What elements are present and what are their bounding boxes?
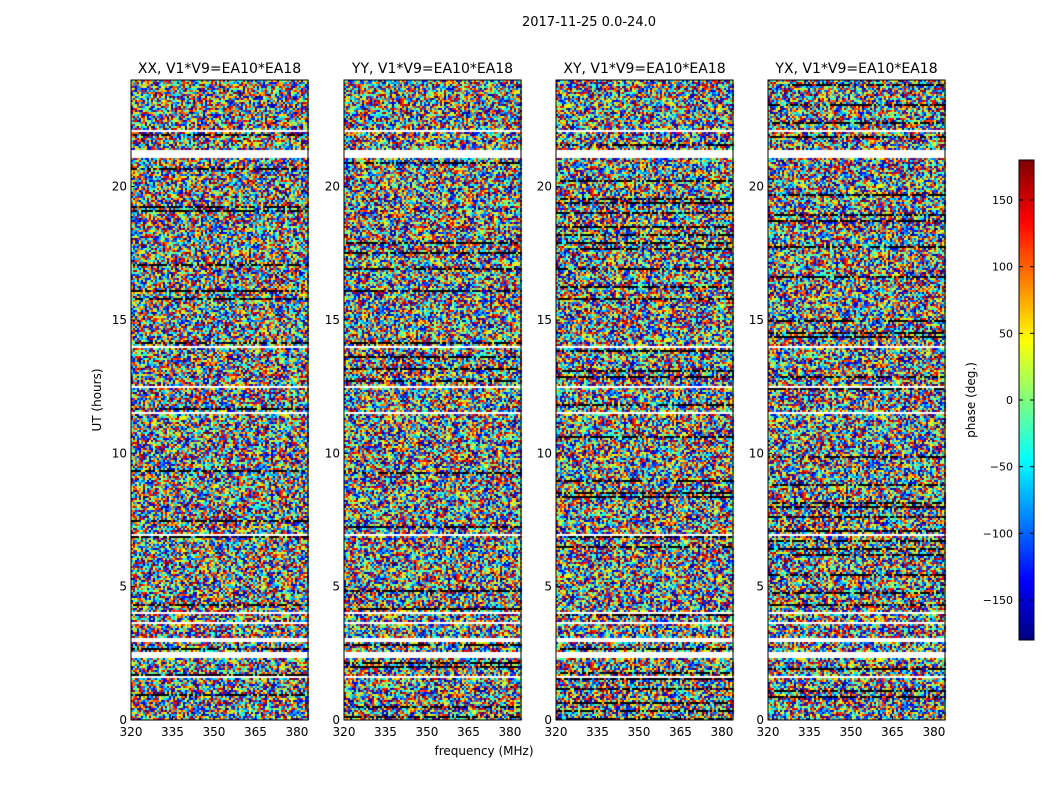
panel-title: XY, V1*V9=EA10*EA18 [563,61,725,77]
x-tick-label: 380 [498,725,521,739]
x-tick-label: 380 [922,725,945,739]
x-tick-label: 365 [244,725,267,739]
panel-frame [767,79,946,721]
panel-frame [343,79,522,721]
colorbar-tick-label: 0 [1006,394,1013,407]
y-tick-label: 5 [332,580,340,594]
y-tick-label: 0 [756,713,764,727]
colorbar-tick-label: −150 [983,594,1013,607]
y-tick-label: 20 [325,180,340,194]
panel-title: XX, V1*V9=EA10*EA18 [138,61,301,77]
y-tick-label: 10 [537,446,552,460]
panel-frame [555,79,734,721]
x-tick-label: 365 [669,725,692,739]
x-tick-label: 380 [710,725,733,739]
y-tick-label: 10 [749,446,764,460]
colorbar-tick-label: 150 [992,194,1013,207]
x-tick-label: 335 [161,725,184,739]
x-tick-label: 335 [586,725,609,739]
y-tick-label: 5 [544,580,552,594]
x-tick-label: 350 [203,725,226,739]
colorbar-tick-label: −100 [983,527,1013,540]
colorbar-tick-label: 100 [992,261,1013,274]
panel-title: YX, V1*V9=EA10*EA18 [774,61,937,77]
figure-suptitle: 2017-11-25 0.0-24.0 [522,15,656,30]
x-tick-label: 320 [333,725,356,739]
y-tick-label: 15 [749,313,764,327]
y-tick-label: 10 [112,446,127,460]
y-tick-label: 0 [544,713,552,727]
x-tick-label: 320 [545,725,568,739]
panel-title: YY, V1*V9=EA10*EA18 [351,61,513,77]
x-tick-label: 335 [798,725,821,739]
y-tick-label: 15 [537,313,552,327]
y-tick-label: 20 [749,180,764,194]
x-tick-label: 350 [840,725,863,739]
x-tick-label: 380 [285,725,308,739]
y-tick-label: 5 [756,580,764,594]
y-tick-label: 15 [325,313,340,327]
y-tick-label: 0 [332,713,340,727]
colorbar-tick-label: 50 [999,327,1013,340]
x-tick-label: 320 [757,725,780,739]
x-tick-label: 335 [374,725,397,739]
x-tick-label: 350 [628,725,651,739]
y-tick-label: 20 [112,180,127,194]
y-tick-label: 10 [325,446,340,460]
colorbar-label: phase (deg.) [964,362,978,438]
y-axis-label: UT (hours) [90,368,104,431]
x-tick-label: 365 [457,725,480,739]
y-tick-label: 5 [119,580,127,594]
colorbar-tick-label: −50 [990,461,1013,474]
x-axis-label: frequency (MHz) [434,744,533,758]
y-tick-label: 15 [112,313,127,327]
panel-frame [130,79,309,721]
x-tick-label: 350 [416,725,439,739]
x-tick-label: 365 [881,725,904,739]
y-tick-label: 0 [119,713,127,727]
y-tick-label: 20 [537,180,552,194]
x-tick-label: 320 [120,725,143,739]
